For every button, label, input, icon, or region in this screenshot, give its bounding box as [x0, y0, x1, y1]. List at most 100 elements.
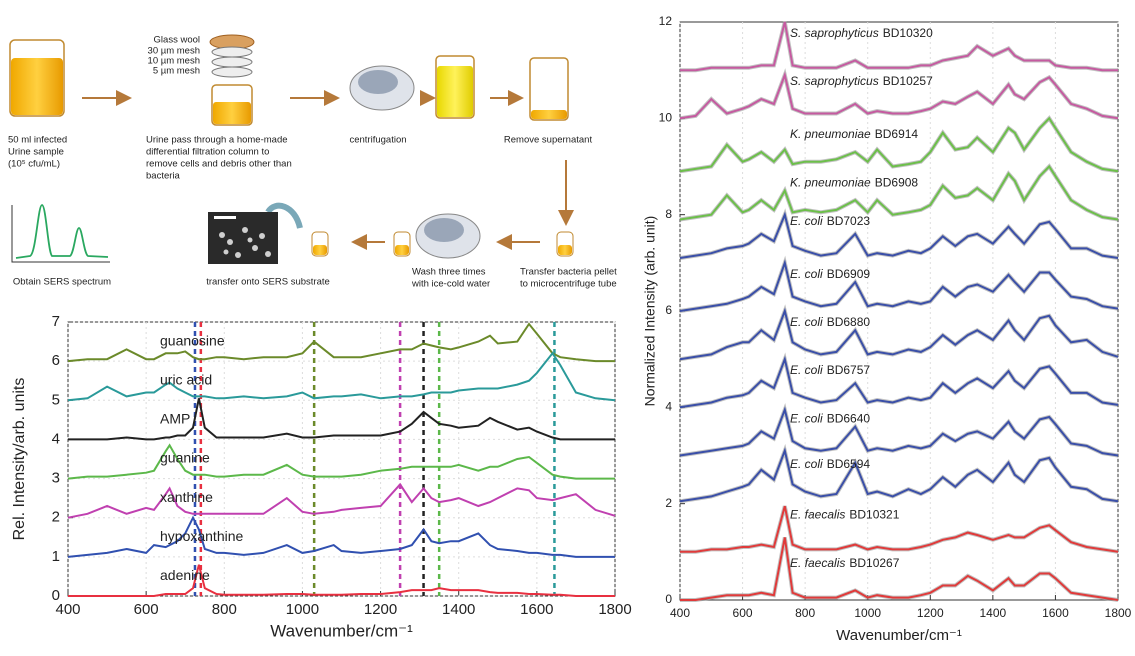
x-tick-label: 1600 — [1042, 606, 1069, 620]
beaker — [9, 39, 65, 117]
series-label: E. coli BD6594 — [790, 457, 870, 471]
beaker — [529, 57, 569, 121]
y-tick-label: 2 — [665, 496, 672, 510]
beaker — [435, 55, 475, 119]
x-tick-label: 800 — [795, 606, 815, 620]
step-label: transfer onto SERS substrate — [206, 277, 330, 288]
y-tick-label: 0 — [52, 587, 60, 604]
series-label: S. saprophyticus BD10320 — [790, 26, 933, 40]
step-label: to microcentrifuge tube — [520, 279, 617, 290]
tube-fill — [395, 245, 409, 255]
x-tick-label: 1800 — [1105, 606, 1132, 620]
supernatant — [437, 66, 473, 117]
series-line — [67, 351, 616, 402]
species: S. saprophyticus — [790, 74, 879, 88]
tube-fill — [313, 245, 327, 255]
series-line — [67, 482, 616, 519]
series-line — [679, 447, 1119, 503]
x-tick-label: 1200 — [917, 606, 944, 620]
y-tick-label: 5 — [52, 391, 60, 408]
series-line — [679, 355, 1119, 409]
series-band — [679, 208, 1119, 260]
species: E. coli — [790, 315, 823, 329]
series-line — [679, 211, 1119, 259]
step-label: Urine pass through a home-made — [146, 135, 288, 146]
step-label: Wash three times — [412, 267, 486, 278]
series-label: E. coli BD6909 — [790, 267, 870, 281]
series-label: guanine — [160, 450, 210, 466]
step-label: (10⁵ cfu/mL) — [8, 159, 60, 170]
species: S. saprophyticus — [790, 26, 879, 40]
x-tick-label: 1800 — [598, 601, 631, 618]
series-label: hypoxanthine — [160, 528, 244, 544]
species: E. faecalis — [790, 556, 845, 570]
urine — [11, 58, 63, 115]
series-line — [67, 515, 615, 558]
y-tick-label: 4 — [665, 400, 672, 414]
strain: BD6914 — [875, 127, 919, 141]
series-line — [680, 537, 1119, 601]
x-tick-label: 800 — [212, 601, 237, 618]
y-tick-label: 12 — [659, 14, 673, 28]
step-label: differential filtration column to — [146, 147, 269, 158]
x-tick-label: 400 — [670, 606, 690, 620]
x-tick-label: 1400 — [980, 606, 1007, 620]
scale-bar — [214, 216, 236, 219]
strain: BD6757 — [827, 363, 871, 377]
y-tick-label: 8 — [665, 207, 672, 221]
step-label: remove cells and debris other than — [146, 159, 292, 170]
strain: BD10267 — [849, 556, 899, 570]
species: K. pneumoniae — [790, 127, 871, 141]
y-axis-title: Rel. Intensity/arb. units — [11, 378, 28, 541]
step-label: with ice-cold water — [411, 279, 490, 290]
strain: BD10321 — [849, 508, 899, 522]
series-line — [67, 443, 615, 480]
mini-axes — [11, 205, 110, 263]
y-tick-label: 10 — [659, 111, 673, 125]
step-label: 50 ml infected — [8, 135, 67, 146]
step-label: Obtain SERS spectrum — [13, 277, 111, 288]
workflow — [9, 34, 574, 264]
x-tick-label: 1400 — [442, 601, 475, 618]
chart-standards: 400 600 800 1000 1200 1400 1600 1800 0 1 2 3 4 5 6 7 gua… — [11, 313, 631, 641]
species: E. coli — [790, 214, 823, 228]
beaker — [211, 84, 253, 126]
strain: BD6909 — [827, 267, 871, 281]
mesh-label: 5 µm mesh — [153, 66, 200, 77]
x-tick-label: 1000 — [286, 601, 319, 618]
strain: BD10257 — [883, 74, 933, 88]
series-label: xanthine — [160, 489, 213, 505]
series-label: guanosine — [160, 332, 225, 348]
mesh-label: Glass wool — [154, 35, 200, 46]
mesh — [211, 66, 253, 78]
step-label: bacteria — [146, 171, 181, 182]
series-label: E. faecalis BD10321 — [790, 508, 900, 522]
step-label: Transfer bacteria pellet — [520, 267, 617, 278]
species: E. faecalis — [790, 508, 845, 522]
series-line — [67, 322, 615, 363]
y-tick-label: 1 — [52, 548, 60, 565]
series-label: K. pneumoniae BD6914 — [790, 127, 918, 141]
step-label: Urine sample — [8, 147, 64, 158]
series-label: uric acid — [160, 371, 212, 387]
mesh — [211, 56, 253, 68]
series-label: E. coli BD7023 — [790, 214, 870, 228]
y-tick-label: 6 — [665, 303, 672, 317]
species: E. coli — [790, 412, 823, 426]
y-tick-label: 4 — [52, 430, 60, 447]
series-line — [680, 505, 1119, 553]
x-tick-label: 1600 — [520, 601, 553, 618]
series-line — [68, 398, 615, 441]
series-line — [679, 259, 1119, 312]
chart-bacteria: 400 600 800 1000 1200 1400 1600 1800 0 2 4 6 8 10 12 S.… — [642, 14, 1132, 644]
centrifuge-lid — [424, 218, 464, 242]
series-label: E. faecalis BD10267 — [790, 556, 900, 570]
centrifuge-lid — [358, 70, 398, 94]
filtrate — [213, 102, 251, 124]
x-axis-title: Wavenumber/cm⁻¹ — [836, 627, 962, 644]
y-tick-label: 2 — [52, 509, 60, 526]
x-tick-label: 400 — [55, 601, 80, 618]
